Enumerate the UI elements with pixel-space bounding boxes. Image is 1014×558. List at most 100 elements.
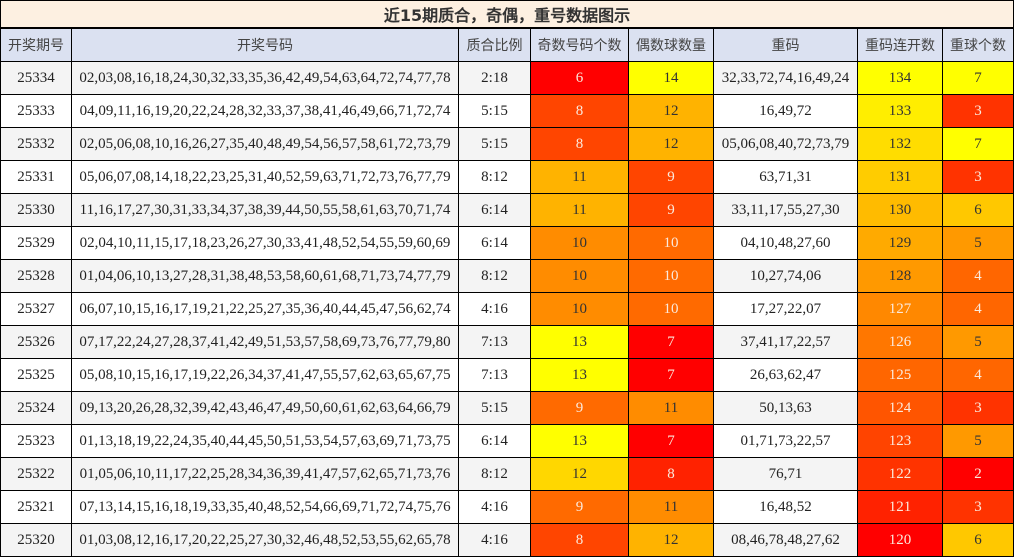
repeat-count-cell: 3 [941, 391, 1014, 425]
repeat-numbers-cell: 26,63,62,47 [713, 358, 858, 392]
repeat-streak-cell: 129 [857, 226, 943, 260]
repeat-count-cell: 4 [941, 358, 1014, 392]
numbers-cell: 04,09,11,16,19,20,22,24,28,32,33,37,38,4… [71, 94, 459, 128]
ratio-cell: 5:15 [458, 94, 531, 128]
numbers-cell: 05,08,10,15,16,17,19,22,26,34,37,41,47,5… [71, 358, 459, 392]
odd-count-cell: 10 [530, 259, 629, 293]
issue-cell: 25329 [0, 226, 72, 260]
repeat-numbers-cell: 50,13,63 [713, 391, 858, 425]
odd-count-cell: 10 [530, 226, 629, 260]
header-repeat-numbers: 重码 [713, 27, 858, 62]
numbers-cell: 01,13,18,19,22,24,35,40,44,45,50,51,53,5… [71, 424, 459, 458]
issue-cell: 25325 [0, 358, 72, 392]
repeat-numbers-cell: 63,71,31 [713, 160, 858, 194]
odd-count-cell: 10 [530, 292, 629, 326]
table-row: 25321 07,13,14,15,16,18,19,33,35,40,48,52… [0, 490, 1014, 524]
repeat-numbers-cell: 76,71 [713, 457, 858, 491]
header-numbers: 开奖号码 [71, 27, 459, 62]
odd-count-cell: 9 [530, 490, 629, 524]
table-row: 25326 07,17,22,24,27,28,37,41,42,49,51,53… [0, 325, 1014, 359]
ratio-cell: 7:13 [458, 325, 531, 359]
odd-count-cell: 11 [530, 160, 629, 194]
header-repeat-count: 重球个数 [941, 27, 1014, 62]
repeat-count-cell: 3 [941, 94, 1014, 128]
issue-cell: 25324 [0, 391, 72, 425]
header-issue: 开奖期号 [0, 27, 72, 62]
table-row: 25320 01,03,08,12,16,17,20,22,25,27,30,32… [0, 523, 1014, 557]
even-count-cell: 7 [628, 358, 714, 392]
issue-cell: 25333 [0, 94, 72, 128]
repeat-numbers-cell: 32,33,72,74,16,49,24 [713, 61, 858, 95]
ratio-cell: 8:12 [458, 160, 531, 194]
even-count-cell: 9 [628, 193, 714, 227]
ratio-cell: 2:18 [458, 61, 531, 95]
issue-cell: 25323 [0, 424, 72, 458]
odd-count-cell: 13 [530, 325, 629, 359]
numbers-cell: 02,05,06,08,10,16,26,27,35,40,48,49,54,5… [71, 127, 459, 161]
odd-count-cell: 8 [530, 94, 629, 128]
table-row: 25334 02,03,08,16,18,24,30,32,33,35,36,42… [0, 61, 1014, 95]
repeat-streak-cell: 131 [857, 160, 943, 194]
header-ratio: 质合比例 [458, 27, 531, 62]
table-row: 25329 02,04,10,11,15,17,18,23,26,27,30,33… [0, 226, 1014, 260]
numbers-cell: 01,04,06,10,13,27,28,31,38,48,53,58,60,6… [71, 259, 459, 293]
repeat-numbers-cell: 01,71,73,22,57 [713, 424, 858, 458]
repeat-numbers-cell: 37,41,17,22,57 [713, 325, 858, 359]
repeat-numbers-cell: 17,27,22,07 [713, 292, 858, 326]
numbers-cell: 02,04,10,11,15,17,18,23,26,27,30,33,41,4… [71, 226, 459, 260]
table-row: 25324 09,13,20,26,28,32,39,42,43,46,47,49… [0, 391, 1014, 425]
repeat-numbers-cell: 16,49,72 [713, 94, 858, 128]
even-count-cell: 14 [628, 61, 714, 95]
repeat-count-cell: 5 [941, 325, 1014, 359]
ratio-cell: 7:13 [458, 358, 531, 392]
table-row: 25333 04,09,11,16,19,20,22,24,28,32,33,37… [0, 94, 1014, 128]
table-row: 25322 01,05,06,10,11,17,22,25,28,34,36,39… [0, 457, 1014, 491]
numbers-cell: 01,03,08,12,16,17,20,22,25,27,30,32,46,4… [71, 523, 459, 557]
repeat-numbers-cell: 08,46,78,48,27,62 [713, 523, 858, 557]
ratio-cell: 8:12 [458, 457, 531, 491]
numbers-cell: 02,03,08,16,18,24,30,32,33,35,36,42,49,5… [71, 61, 459, 95]
numbers-cell: 07,13,14,15,16,18,19,33,35,40,48,52,54,6… [71, 490, 459, 524]
repeat-streak-cell: 130 [857, 193, 943, 227]
header-repeat-streak: 重码连开数 [857, 27, 943, 62]
repeat-streak-cell: 127 [857, 292, 943, 326]
repeat-count-cell: 3 [941, 160, 1014, 194]
odd-count-cell: 8 [530, 523, 629, 557]
header-odd-count: 奇数号码个数 [530, 27, 629, 62]
table-row: 25325 05,08,10,15,16,17,19,22,26,34,37,41… [0, 358, 1014, 392]
repeat-streak-cell: 134 [857, 61, 943, 95]
table-title: 近15期质合，奇偶，重号数据图示 [0, 0, 1014, 29]
header-even-count: 偶数球数量 [628, 27, 714, 62]
even-count-cell: 10 [628, 259, 714, 293]
issue-cell: 25334 [0, 61, 72, 95]
issue-cell: 25327 [0, 292, 72, 326]
repeat-count-cell: 6 [941, 193, 1014, 227]
issue-cell: 25326 [0, 325, 72, 359]
repeat-count-cell: 7 [941, 127, 1014, 161]
repeat-count-cell: 5 [941, 424, 1014, 458]
issue-cell: 25331 [0, 160, 72, 194]
numbers-cell: 06,07,10,15,16,17,19,21,22,25,27,35,36,4… [71, 292, 459, 326]
even-count-cell: 11 [628, 391, 714, 425]
numbers-cell: 09,13,20,26,28,32,39,42,43,46,47,49,50,6… [71, 391, 459, 425]
repeat-count-cell: 4 [941, 259, 1014, 293]
repeat-streak-cell: 133 [857, 94, 943, 128]
repeat-count-cell: 6 [941, 523, 1014, 557]
even-count-cell: 12 [628, 127, 714, 161]
repeat-numbers-cell: 05,06,08,40,72,73,79 [713, 127, 858, 161]
repeat-count-cell: 3 [941, 490, 1014, 524]
repeat-numbers-cell: 33,11,17,55,27,30 [713, 193, 858, 227]
repeat-count-cell: 2 [941, 457, 1014, 491]
repeat-streak-cell: 121 [857, 490, 943, 524]
even-count-cell: 8 [628, 457, 714, 491]
odd-count-cell: 13 [530, 358, 629, 392]
ratio-cell: 6:14 [458, 226, 531, 260]
repeat-count-cell: 5 [941, 226, 1014, 260]
numbers-cell: 05,06,07,08,14,18,22,23,25,31,40,52,59,6… [71, 160, 459, 194]
table-row: 25330 11,16,17,27,30,31,33,34,37,38,39,44… [0, 193, 1014, 227]
even-count-cell: 12 [628, 523, 714, 557]
ratio-cell: 4:16 [458, 523, 531, 557]
issue-cell: 25332 [0, 127, 72, 161]
repeat-numbers-cell: 10,27,74,06 [713, 259, 858, 293]
